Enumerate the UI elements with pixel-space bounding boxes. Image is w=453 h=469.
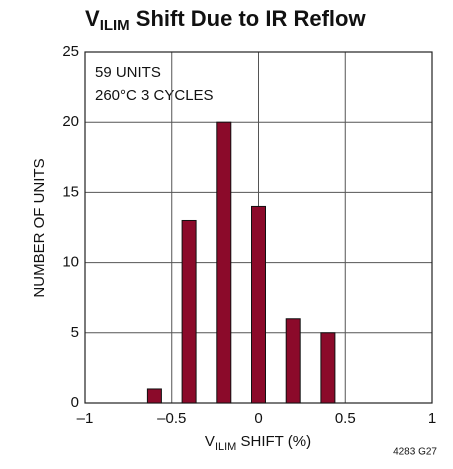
y-tick-label: 5: [71, 324, 79, 341]
x-label-rest: SHIFT (%): [236, 433, 311, 450]
title-sub: ILIM: [100, 17, 130, 34]
annotation: 260°C 3 CYCLES: [95, 87, 214, 104]
chart-title: VILIM Shift Due to IR Reflow: [85, 6, 366, 34]
bar: [251, 205, 266, 404]
y-tick-label: 0: [71, 394, 79, 411]
title-rest: Shift Due to IR Reflow: [130, 6, 367, 31]
x-label-main: V: [205, 433, 215, 450]
footnote: 4283 G27: [393, 447, 437, 458]
x-tick-label: 0: [254, 410, 262, 427]
y-tick-label: 15: [62, 183, 79, 200]
x-tick-label: 1: [428, 410, 436, 427]
y-tick-label: 10: [62, 254, 79, 271]
x-label-sub: ILIM: [215, 441, 236, 453]
x-tick-label: 0.5: [335, 410, 356, 427]
bar: [216, 121, 232, 404]
y-tick-label: 25: [62, 43, 79, 60]
annotation: 59 UNITS: [95, 64, 161, 81]
title-main: V: [85, 6, 100, 31]
y-axis-label: NUMBER OF UNITS: [31, 158, 48, 297]
bar: [181, 219, 197, 404]
x-axis-label: VILIM SHIFT (%): [205, 433, 311, 453]
x-tick-label: –0.5: [157, 410, 186, 427]
x-tick-label: –1: [77, 410, 94, 427]
bar: [146, 388, 162, 404]
y-tick-label: 20: [62, 113, 79, 130]
bar: [320, 332, 336, 404]
bar: [285, 318, 301, 404]
